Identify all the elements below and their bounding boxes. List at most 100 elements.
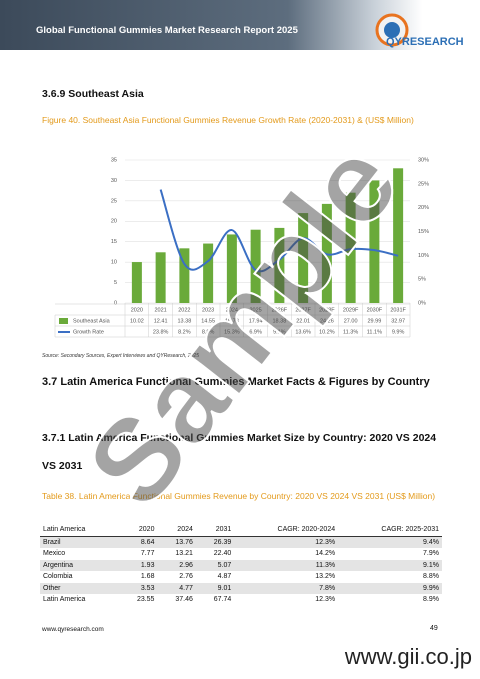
table-row: Colombia 1.68 2.76 4.87 13.2% 8.8% xyxy=(40,571,442,583)
data-label: 29.99 xyxy=(367,318,381,324)
logo-text: QYRESEARCH xyxy=(386,36,464,48)
section-heading: 3.7 Latin America Functional Gummies Mar… xyxy=(42,376,430,388)
y2-tick-label: 30% xyxy=(418,157,429,163)
table-cell: Brazil xyxy=(40,536,120,548)
table-cell: 3.53 xyxy=(119,582,158,594)
x-tick-label: 2023 xyxy=(202,307,214,313)
bar xyxy=(345,192,356,303)
data-label: 16.78 xyxy=(225,318,239,324)
x-tick-label: 2022 xyxy=(178,307,190,313)
footer-url: www.qyresearch.com xyxy=(42,626,104,633)
logo: QYRESEARCH xyxy=(375,13,464,48)
header-cell: CAGR: 2020-2024 xyxy=(234,524,339,537)
table-cell: 2.96 xyxy=(157,559,196,571)
table-cell: 4.87 xyxy=(217,573,232,581)
bar xyxy=(298,213,309,303)
table-cell: 9.4% xyxy=(338,536,442,548)
data-label: 12.41 xyxy=(154,318,168,324)
table-cell: 12.3% xyxy=(234,536,339,548)
y2-tick-label: 0% xyxy=(418,300,426,306)
table-cell: 2.76 xyxy=(179,573,193,581)
header-cell: CAGR: 2025-2031 xyxy=(338,524,442,537)
x-tick-label: 2021 xyxy=(155,307,167,313)
table-cell: 26.39 xyxy=(195,536,235,548)
y-tick-label: 5 xyxy=(114,280,117,286)
bar xyxy=(131,262,142,303)
figure-caption: Figure 40. Southeast Asia Functional Gum… xyxy=(42,115,414,125)
table-cell: 13.76 xyxy=(157,536,196,548)
data-label: 22.01 xyxy=(296,318,310,324)
x-tick-label: 2026F xyxy=(272,307,288,313)
y2-tick-label: 15% xyxy=(418,229,429,235)
data-label: 11.1% xyxy=(367,329,382,335)
legend-swatch xyxy=(59,318,68,324)
table-cell: 5.07 xyxy=(195,559,235,571)
y2-tick-label: 20% xyxy=(418,205,429,211)
table-cell: 8.8% xyxy=(423,573,439,581)
table-cell: 1.68 xyxy=(140,573,155,581)
data-label: 27.00 xyxy=(344,318,358,324)
table: Latin America 2020 2024 2031 CAGR: 2020-2024… xyxy=(40,524,442,606)
page-number: 49 xyxy=(430,625,438,632)
table-cell: 22.40 xyxy=(213,550,232,558)
x-tick-label: 2027F xyxy=(295,307,311,313)
bar xyxy=(203,243,214,303)
y-tick-label: 15 xyxy=(111,239,117,245)
table-caption: Table 38. Latin America Functional Gummi… xyxy=(42,491,436,501)
x-tick-label: 2025 xyxy=(250,307,262,313)
data-label: 32.97 xyxy=(391,318,405,324)
bar xyxy=(274,227,285,303)
bar xyxy=(179,248,190,303)
data-label: 6.9% xyxy=(249,329,262,335)
table-cell: 7.9% xyxy=(423,550,439,558)
x-tick-label: 2029F xyxy=(343,307,359,313)
bar xyxy=(226,234,237,303)
table-cell: 13.21 xyxy=(175,550,193,558)
data-label: 8.8% xyxy=(202,329,215,335)
table-cell: Colombia xyxy=(43,573,73,581)
site-mark: www.gii.co.jp xyxy=(344,644,472,669)
data-label: 10.2% xyxy=(319,329,335,335)
y2-tick-label: 5% xyxy=(418,277,426,283)
table-cell: 11.3% xyxy=(234,559,339,571)
y2-tick-label: 10% xyxy=(418,253,429,259)
legend-label: Southeast Asia xyxy=(73,318,111,324)
data-label: 15.3% xyxy=(224,329,240,335)
bar xyxy=(393,168,404,303)
header-title: Global Functional Gummies Market Researc… xyxy=(36,25,298,36)
table-cell: Mexico xyxy=(43,550,66,558)
header-cell: 2031 xyxy=(195,524,235,537)
table-cell: 4.77 xyxy=(157,582,196,594)
y-tick-label: 20 xyxy=(111,219,117,225)
header-cell: 2020 xyxy=(119,524,158,537)
data-label: 9.1% xyxy=(273,329,286,335)
table-wrap: Latin America 2020 2024 2031 CAGR: 2020-2024… xyxy=(40,524,442,606)
table-row: Latin America 23.55 37.46 67.74 12.3% 8.9% xyxy=(40,594,442,606)
table-row: Brazil 8.64 13.76 26.39 12.3% 9.4% xyxy=(40,536,442,548)
table-cell: 9.9% xyxy=(338,582,442,594)
table-cell: 8.64 xyxy=(119,536,158,548)
data-label: 23.8% xyxy=(153,329,169,335)
table-cell: 14.2% xyxy=(315,550,336,558)
data-label: 13.6% xyxy=(295,329,311,335)
y-tick-label: 35 xyxy=(111,157,117,163)
source-note: Source: Secondary Sources, Expert Interv… xyxy=(42,353,200,359)
table-row: Argentina 1.93 2.96 5.07 11.3% 9.1% xyxy=(40,559,442,571)
data-label: 14.55 xyxy=(201,318,215,324)
data-label: 8.2% xyxy=(178,329,191,335)
data-label: 11.3% xyxy=(343,329,358,335)
table-cell: 7.8% xyxy=(234,582,339,594)
x-tick-label: 2028F xyxy=(319,307,335,313)
data-label: 9.9% xyxy=(392,329,405,335)
table-cell: Other xyxy=(40,582,120,594)
y2-tick-label: 25% xyxy=(418,181,429,187)
header-cell: 2024 xyxy=(157,524,196,537)
data-label: 17.94 xyxy=(249,318,263,324)
table-row: Other 3.53 4.77 9.01 7.8% 9.9% xyxy=(40,582,442,594)
header-cell: Latin America xyxy=(40,524,120,537)
logo-dot xyxy=(384,22,400,38)
bar xyxy=(155,252,166,303)
x-tick-label: 2030F xyxy=(367,307,383,313)
table-header-row: Latin America 2020 2024 2031 CAGR: 2020-2024… xyxy=(40,524,442,537)
